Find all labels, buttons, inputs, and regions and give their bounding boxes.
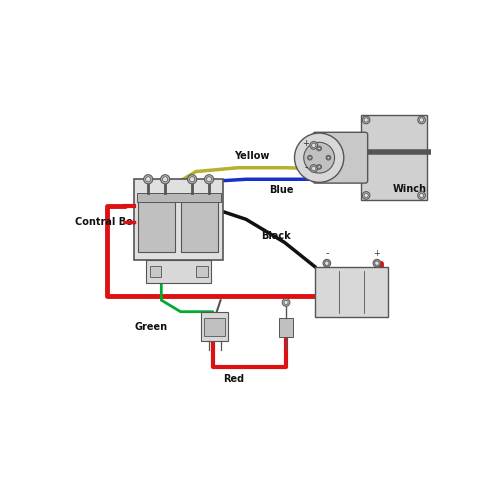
Text: -: - (325, 248, 329, 258)
Text: -: - (304, 162, 308, 172)
Circle shape (362, 116, 370, 124)
FancyBboxPatch shape (313, 132, 368, 183)
Circle shape (418, 192, 425, 199)
Circle shape (284, 300, 288, 305)
Bar (279, 318, 293, 337)
Circle shape (362, 192, 370, 199)
Circle shape (373, 259, 381, 267)
Circle shape (317, 146, 322, 151)
Circle shape (364, 118, 368, 122)
Circle shape (317, 165, 322, 169)
Bar (315, 267, 388, 317)
Bar (204, 318, 225, 336)
Circle shape (206, 177, 212, 182)
Text: Red: Red (223, 374, 244, 384)
Bar (138, 199, 175, 252)
Circle shape (327, 156, 330, 159)
Circle shape (310, 142, 318, 149)
Circle shape (144, 175, 153, 184)
Circle shape (323, 259, 331, 267)
Circle shape (312, 143, 316, 147)
Text: Yellow: Yellow (234, 151, 270, 161)
Bar (196, 266, 207, 277)
Bar (361, 115, 427, 200)
Bar (146, 260, 211, 283)
Bar (180, 199, 217, 252)
Circle shape (295, 133, 344, 182)
Circle shape (304, 142, 335, 173)
Text: +: + (302, 139, 310, 148)
Circle shape (188, 175, 197, 184)
Bar (137, 193, 221, 203)
Circle shape (420, 118, 424, 122)
Circle shape (318, 147, 321, 150)
Bar (150, 266, 161, 277)
Circle shape (420, 193, 424, 198)
Circle shape (160, 175, 170, 184)
Circle shape (310, 165, 318, 172)
Bar (134, 179, 223, 260)
Circle shape (308, 156, 312, 160)
Text: Red: Red (315, 282, 336, 292)
Circle shape (204, 175, 214, 184)
Circle shape (145, 177, 151, 182)
Text: Black: Black (262, 231, 291, 241)
Circle shape (375, 261, 379, 265)
Circle shape (326, 156, 331, 160)
Circle shape (312, 167, 316, 170)
Circle shape (364, 193, 368, 198)
Bar (201, 312, 228, 341)
Text: +: + (373, 249, 380, 258)
Circle shape (282, 299, 290, 306)
Text: Winch: Winch (392, 183, 426, 193)
Circle shape (190, 177, 195, 182)
Circle shape (163, 177, 168, 182)
Text: Blue: Blue (269, 185, 294, 195)
Circle shape (325, 261, 329, 265)
Circle shape (318, 166, 321, 168)
Text: Green: Green (134, 322, 168, 332)
Circle shape (309, 156, 311, 159)
Circle shape (418, 116, 425, 124)
Text: Contral Box: Contral Box (75, 216, 139, 227)
